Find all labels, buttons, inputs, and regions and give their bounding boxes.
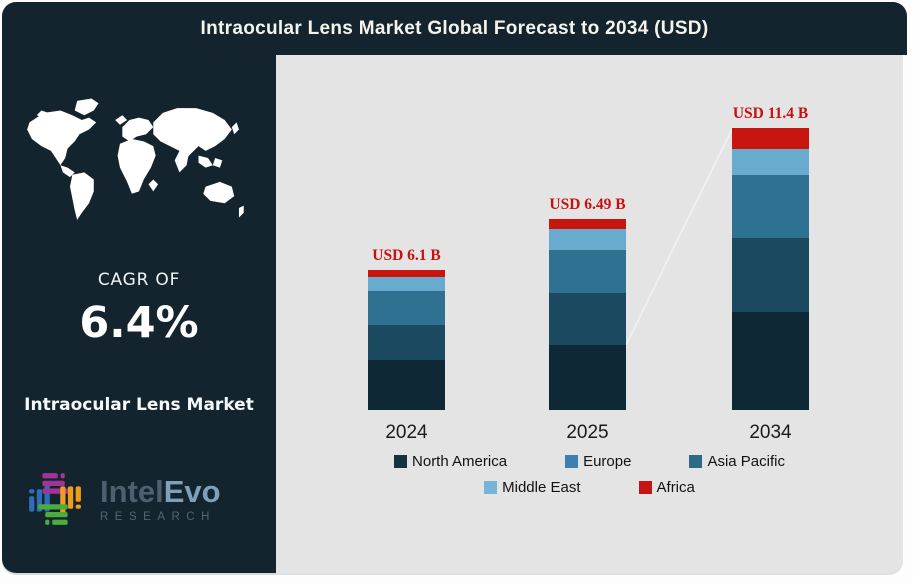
total-value-label: USD 6.49 B xyxy=(549,196,626,213)
sidebar: CAGR OF 6.4% Intraocular Lens Market xyxy=(2,55,276,573)
stacked-bar-2034 xyxy=(732,128,809,410)
total-value-label: USD 6.1 B xyxy=(372,247,441,264)
brand-logo: IntelEvo RESEARCH xyxy=(20,457,266,541)
bar-segment-asia-pacific xyxy=(732,175,809,239)
legend-item-africa: Africa xyxy=(638,479,695,496)
year-label: 2025 xyxy=(566,422,609,443)
world-map-icon xyxy=(20,93,258,235)
total-value-label: USD 11.4 B xyxy=(732,105,809,122)
cagr-value: 6.4% xyxy=(79,298,199,348)
legend-item-north-america: North America xyxy=(394,453,507,470)
bar-segment-africa xyxy=(732,128,809,150)
legend-item-middle-east: Middle East xyxy=(484,479,581,496)
bar-segment-north-america xyxy=(368,359,445,410)
stacked-bar-2025 xyxy=(549,219,626,410)
logo-name-primary: Intel xyxy=(100,473,164,509)
market-name: Intraocular Lens Market xyxy=(24,395,254,415)
logo-name-secondary: Evo xyxy=(163,473,221,509)
legend-swatch xyxy=(638,481,652,494)
legend-row: Middle East Africa xyxy=(484,479,695,496)
logo-subtitle: RESEARCH xyxy=(100,510,216,523)
bar-segment-middle-east xyxy=(549,229,626,250)
legend-label: Africa xyxy=(656,479,695,496)
year-label: 2034 xyxy=(749,422,792,443)
legend-row: North America Europe Asia Pacific xyxy=(394,453,785,470)
page-title: Intraocular Lens Market Global Forecast … xyxy=(200,17,709,39)
bar-segment-asia-pacific xyxy=(549,249,626,293)
bar-segment-north-america xyxy=(732,312,809,410)
bar-segment-africa xyxy=(549,219,626,229)
legend-label: Middle East xyxy=(502,479,581,496)
brand-logo-text: IntelEvo RESEARCH xyxy=(100,476,221,523)
chart-area: USD 6.1 B 2024 USD 6.49 B 2025 USD 11.4 B 203… xyxy=(276,55,903,573)
bar-segment-europe xyxy=(732,238,809,313)
brand-logo-icon xyxy=(29,473,81,525)
title-band: Intraocular Lens Market Global Forecast … xyxy=(2,2,907,55)
chart-legend: North America Europe Asia Pacific Middle Ea… xyxy=(276,453,903,496)
legend-item-europe: Europe xyxy=(565,453,631,470)
legend-swatch xyxy=(394,455,408,468)
legend-swatch xyxy=(689,455,703,468)
bar-segment-africa xyxy=(368,270,445,277)
bar-segment-asia-pacific xyxy=(368,290,445,325)
bar-segment-europe xyxy=(368,324,445,360)
stacked-bar-2024 xyxy=(368,270,445,410)
bar-segment-europe xyxy=(549,292,626,345)
legend-swatch xyxy=(484,481,498,494)
year-label: 2024 xyxy=(385,422,428,443)
bar-segment-north-america xyxy=(549,344,626,410)
legend-label: Europe xyxy=(583,453,632,470)
bar-segment-middle-east xyxy=(368,276,445,291)
legend-swatch xyxy=(565,455,579,468)
bar-segment-middle-east xyxy=(732,149,809,175)
legend-item-asia-pacific: Asia Pacific xyxy=(689,453,785,470)
cagr-label: CAGR OF xyxy=(97,270,181,290)
legend-label: Asia Pacific xyxy=(707,453,785,470)
legend-label: North America xyxy=(412,453,508,470)
